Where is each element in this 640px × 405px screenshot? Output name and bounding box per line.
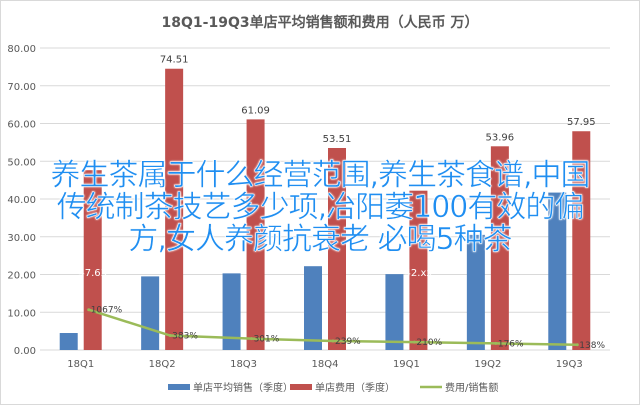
x-tick-label: 19Q1 — [393, 359, 420, 370]
ratio-data-label: 176% — [498, 339, 524, 349]
x-tick-label: 19Q3 — [556, 359, 583, 370]
y-tick-label: 30.00 — [7, 233, 36, 244]
bar-sales — [304, 266, 322, 350]
bar-sales — [222, 273, 241, 350]
overlay-text-line-3: 方,女人养颜抗衰老 必喝5种茶 — [128, 222, 513, 257]
bar-cost — [409, 190, 428, 350]
bar-data-label: 74.51 — [160, 55, 189, 66]
ratio-point — [331, 339, 335, 343]
bar-data-label: 53.51 — [323, 134, 352, 145]
y-tick-label: 70.00 — [7, 82, 36, 93]
ratio-point — [575, 343, 579, 347]
ratio-point — [250, 337, 254, 341]
x-tick-label: 18Q4 — [312, 359, 339, 370]
bar-cost — [165, 68, 184, 351]
bar-sales — [59, 333, 78, 350]
bar-cost — [572, 131, 591, 350]
y-tick-label: 80.00 — [7, 44, 36, 55]
overlay-text-line-2: 传统制茶技艺多少项,冶阳萎100有效的偏 — [56, 190, 584, 225]
y-tick-label: 50.00 — [7, 157, 36, 168]
legend-swatch — [168, 384, 190, 390]
x-tick-label: 18Q1 — [67, 359, 94, 370]
bar-cost — [328, 147, 346, 350]
bar-sales — [548, 192, 567, 350]
legend-label: 单店平均销售（季度） — [193, 381, 293, 394]
y-tick-label: 40.00 — [7, 195, 36, 206]
ratio-data-label: 239% — [335, 337, 361, 347]
legend-label: 单店费用（季度） — [315, 381, 395, 394]
bar-data-label: 61.09 — [241, 105, 270, 116]
ratio-point — [168, 334, 172, 338]
legend-label: 费用/销售额 — [445, 381, 498, 394]
ratio-point — [494, 341, 498, 345]
x-tick-label: 19Q2 — [474, 359, 501, 370]
chart-title: 18Q1-19Q3单店平均销售额和费用（人民币 万） — [162, 14, 479, 31]
y-tick-label: 20.00 — [7, 271, 36, 282]
ratio-point — [87, 308, 91, 312]
bar-cost — [83, 170, 102, 350]
bar-cost — [490, 146, 509, 350]
bar-data-label: 42.xx — [405, 268, 433, 279]
ratio-data-label: 301% — [254, 335, 280, 345]
bar-cost — [246, 119, 265, 350]
bar-data-label: 57.95 — [567, 117, 596, 128]
y-tick-label: 10.00 — [7, 308, 36, 319]
ratio-data-label: 210% — [416, 338, 442, 348]
bar-data-label: 47.63 — [78, 268, 107, 279]
bar-sales — [385, 274, 404, 350]
x-tick-label: 18Q2 — [149, 359, 176, 370]
ratio-data-label: 1067% — [91, 306, 123, 316]
y-tick-label: 60.00 — [7, 120, 36, 131]
legend-swatch — [290, 384, 312, 390]
bar-sales — [141, 276, 160, 350]
x-tick-label: 18Q3 — [230, 359, 257, 370]
ratio-data-label: 138% — [579, 341, 605, 351]
bar-sales — [466, 234, 485, 350]
bar-data-label: 53.96 — [486, 132, 515, 143]
overlay-text-line-1: 养生茶属于什么经营范围,养生茶食谱,中国 — [50, 158, 591, 193]
ratio-data-label: 383% — [172, 332, 198, 342]
y-tick-label: 0.00 — [14, 346, 36, 357]
ratio-point — [412, 340, 416, 344]
